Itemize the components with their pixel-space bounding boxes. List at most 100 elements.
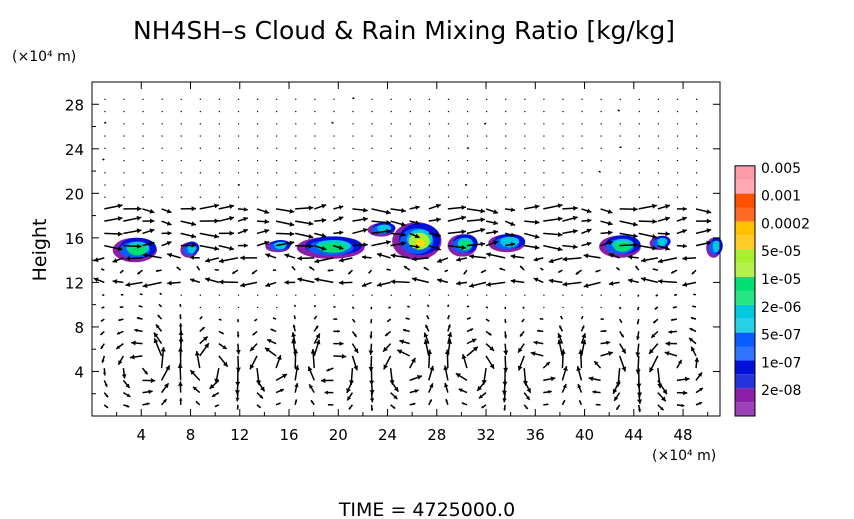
wind-vector [308,383,315,394]
wind-vector [333,216,344,222]
time-label: TIME = 4725000.0 [338,499,515,519]
wind-vector [237,123,240,125]
wind-vector [160,364,171,381]
wind-vector [204,277,220,284]
wind-vector [600,196,602,198]
wind-vector [657,147,660,149]
wind-vector [657,368,663,389]
wind-vector [638,135,640,137]
wind-vector [167,280,181,286]
wind-vector [257,184,259,186]
wind-vector [691,269,697,275]
wind-vector [138,305,143,308]
wind-vector [155,269,162,272]
wind-vector [583,253,601,259]
wind-vector [466,196,469,198]
wind-vector [640,257,658,263]
x-tick-label: 32 [476,426,495,444]
wind-vector [104,110,106,113]
wind-vector [104,184,106,186]
wind-vector [655,294,659,297]
wind-vector [333,159,335,162]
wind-vector [295,159,297,162]
wind-vector [199,110,201,113]
wind-vector [352,242,368,248]
wind-vector [276,196,278,198]
wind-vector [180,110,182,113]
wind-vector [688,337,697,345]
wind-vector [615,404,621,411]
wind-vector [236,331,240,338]
wind-vector [333,329,340,333]
wind-vector [409,184,411,186]
wind-vector [638,123,640,125]
wind-vector [466,110,469,113]
wind-vector [252,330,258,336]
wind-vector [562,135,564,137]
wind-vector [235,343,241,355]
wind-vector [218,343,228,350]
wind-vector [103,380,108,388]
wind-vector [161,147,163,149]
wind-vector [352,228,368,235]
wind-vector [313,333,321,344]
wind-vector [428,147,430,149]
wind-vector [447,314,450,320]
wind-vector [314,294,316,296]
wind-vector [101,355,106,363]
wind-vector [314,232,327,238]
wind-vector [326,367,334,372]
wind-vector [218,215,235,222]
wind-vector [257,196,259,198]
wind-vector [444,382,449,393]
wind-vector [562,184,564,186]
wind-vector [466,123,469,125]
wind-vector [466,98,469,100]
wind-vector [199,147,201,149]
wind-vector [447,147,450,149]
wind-vector [352,147,354,149]
wind-vector [180,184,182,186]
wind-vector [352,172,354,174]
wind-vector [346,392,354,401]
wind-vector [635,343,641,357]
wind-vector [211,391,220,398]
wind-vector [199,232,220,239]
wind-vector [676,196,679,198]
wind-vector [695,123,698,125]
wind-vector [333,184,335,186]
wind-vector [276,159,278,162]
wind-vector [276,172,278,174]
wind-vector [530,351,544,357]
wind-vector [486,196,488,198]
wind-vector [314,184,316,186]
wind-vector [134,328,143,333]
wind-vector [352,184,354,186]
wind-vector [218,135,221,137]
wind-vector [428,217,441,223]
wind-vector [447,172,450,174]
wind-vector [218,123,221,125]
wind-vector [562,205,578,211]
wind-vector [333,341,344,346]
wind-vector [592,390,601,394]
wind-vector [581,218,592,223]
x-tick-label: 28 [427,426,446,444]
wind-vector [324,390,334,395]
wind-vector [445,398,449,406]
wind-vector [690,346,697,357]
wind-vector [240,255,258,261]
wind-vector [159,292,163,296]
wind-vector [123,184,125,186]
wind-vector [657,172,660,174]
wind-vector [176,266,182,271]
wind-vector [557,339,564,357]
wind-vector [333,135,335,137]
wind-vector [237,207,248,212]
wind-vector [218,172,221,174]
wind-vector [371,172,373,174]
wind-vector [638,98,640,100]
wind-vector [543,294,545,296]
wind-vector [692,305,697,308]
wind-vector [676,172,679,174]
